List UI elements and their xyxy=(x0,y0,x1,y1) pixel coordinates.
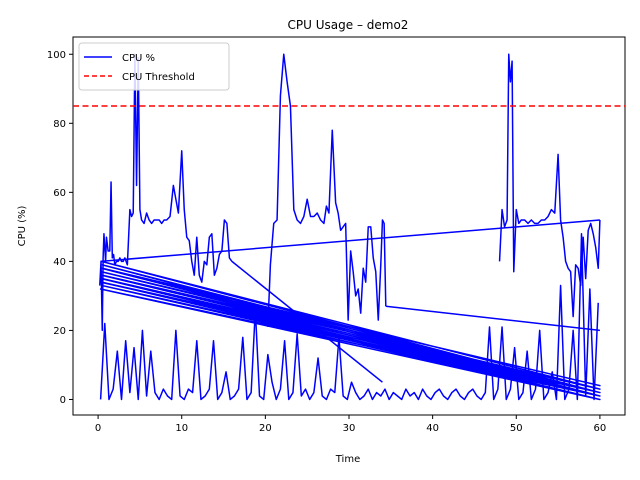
x-tick-label: 30 xyxy=(343,423,356,434)
y-tick-label: 60 xyxy=(53,188,66,199)
plot-area xyxy=(72,36,626,416)
cpu-series-segment-4 xyxy=(498,53,601,318)
legend-box xyxy=(78,42,230,91)
cpu-series-segment-3 xyxy=(385,305,600,332)
legend-threshold-label: CPU Threshold xyxy=(122,72,195,83)
y-tick-label: 40 xyxy=(53,257,66,268)
x-tick-label: 60 xyxy=(594,423,607,434)
x-tick-label: 40 xyxy=(426,423,439,434)
y-tick-label: 0 xyxy=(60,395,66,406)
y-axis: 0 20 40 60 80 100 xyxy=(47,50,73,406)
y-tick-label: 100 xyxy=(47,50,66,61)
y-tick-label: 80 xyxy=(53,119,66,130)
cpu-series-segment-0 xyxy=(99,53,233,332)
cpu-series-segment-2 xyxy=(267,53,387,328)
chart-title: CPU Usage – demo2 xyxy=(288,18,409,32)
x-axis: 0 10 20 30 40 50 60 xyxy=(95,415,606,434)
x-tick-label: 20 xyxy=(259,423,272,434)
legend-cpu-label: CPU % xyxy=(122,53,155,64)
cpu-series-segment-5 xyxy=(100,219,600,263)
x-tick-label: 50 xyxy=(510,423,523,434)
cpu-series-segment-7 xyxy=(99,260,601,401)
cpu-series-segment-6 xyxy=(99,233,599,401)
y-axis-label: CPU (%) xyxy=(17,206,28,247)
series-layer xyxy=(99,53,601,401)
legend: CPU % CPU Threshold xyxy=(78,42,230,91)
x-tick-label: 10 xyxy=(175,423,188,434)
x-axis-label: Time xyxy=(335,454,360,465)
x-tick-label: 0 xyxy=(95,423,101,434)
y-tick-label: 20 xyxy=(53,326,66,337)
